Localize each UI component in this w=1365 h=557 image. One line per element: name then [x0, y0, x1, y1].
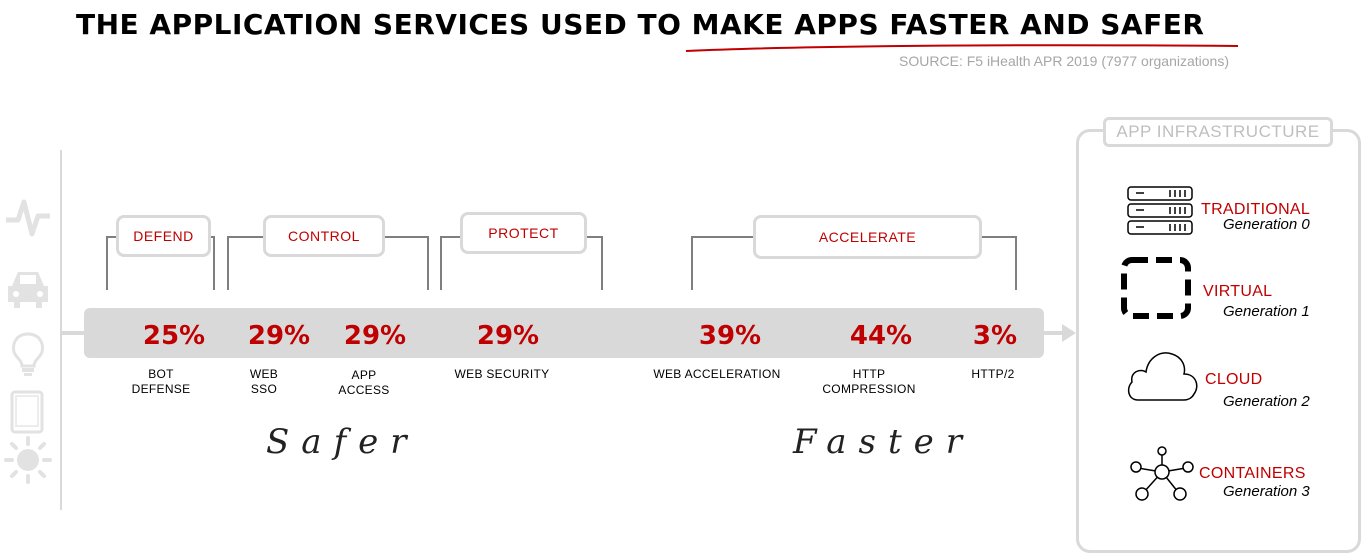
services-band	[84, 308, 1044, 358]
infrastructure-panel	[1076, 129, 1361, 553]
category-defend: DEFEND	[116, 215, 211, 257]
label-web-security: WEB SECURITY	[454, 367, 550, 381]
category-accelerate: ACCELERATE	[753, 215, 982, 259]
label-bot-defense: BOT DEFENSE	[131, 367, 191, 396]
pct-web-sso: 29%	[247, 321, 311, 351]
car-icon	[8, 272, 48, 308]
group-faster: Faster	[793, 422, 975, 462]
infra-virtual-name: VIRTUAL	[1203, 283, 1273, 300]
label-http2: HTTP/2	[971, 367, 1015, 381]
infra-containers-generation: Generation 3	[1223, 483, 1310, 500]
sidebar-divider	[60, 150, 62, 510]
pct-http-compression: 44%	[849, 321, 913, 351]
page-title: THE APPLICATION SERVICES USED TO MAKE AP…	[76, 8, 1205, 41]
infrastructure-title: APP INFRASTRUCTURE	[1103, 117, 1333, 147]
pct-http2: 3%	[972, 321, 1018, 351]
tablet-icon	[10, 390, 44, 434]
infra-cloud-name: CLOUD	[1205, 371, 1263, 388]
cloud-icon	[1127, 352, 1198, 401]
label-web-sso: WEB SSO	[249, 367, 279, 396]
infra-traditional-generation: Generation 0	[1223, 216, 1310, 233]
source-note: SOURCE: F5 iHealth APR 2019 (7977 organi…	[899, 53, 1229, 69]
pct-app-access: 29%	[343, 321, 407, 351]
infra-traditional-name: TRADITIONAL	[1201, 201, 1311, 218]
title-underline	[685, 44, 1239, 52]
sun-icon	[4, 436, 52, 484]
pct-web-acceleration: 39%	[698, 321, 762, 351]
label-app-access: APP ACCESS	[338, 368, 390, 397]
pulse-icon	[6, 199, 50, 237]
network-icon	[1130, 446, 1194, 501]
category-protect: PROTECT	[460, 212, 587, 254]
pct-web-security: 29%	[476, 321, 540, 351]
infra-containers-name: CONTAINERS	[1199, 465, 1306, 482]
server-icon	[1127, 186, 1193, 235]
infra-virtual-generation: Generation 1	[1223, 303, 1310, 320]
label-http-compression: HTTP COMPRESSION	[822, 367, 916, 396]
label-web-acceleration: WEB ACCELERATION	[653, 367, 781, 381]
infra-cloud-generation: Generation 2	[1223, 393, 1310, 410]
lightbulb-icon	[12, 332, 44, 376]
category-control: CONTROL	[263, 215, 385, 257]
virtual-box-icon	[1121, 257, 1191, 319]
pct-bot-defense: 25%	[142, 321, 206, 351]
group-safer: Safer	[266, 422, 419, 462]
